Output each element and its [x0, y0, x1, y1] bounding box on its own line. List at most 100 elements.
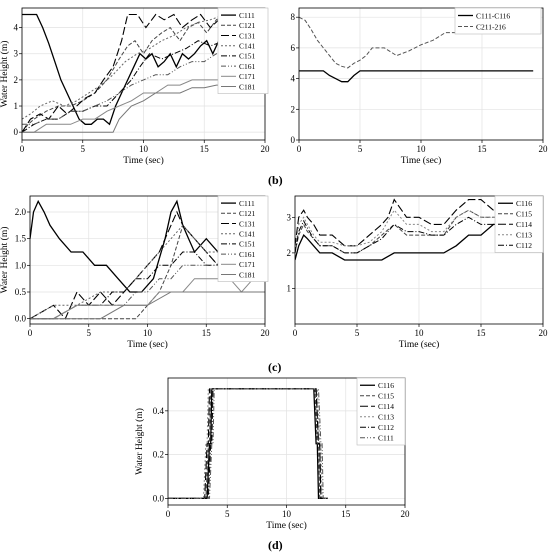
x-tick-label: 0 — [28, 328, 33, 338]
x-tick-label: 0 — [293, 328, 298, 338]
legend-entry: C113 — [516, 231, 532, 240]
legend-entry: C171 — [239, 260, 256, 269]
series-line-c116 — [168, 388, 328, 500]
x-tick-label: 15 — [341, 509, 351, 519]
legend-entry: C141 — [239, 42, 256, 51]
x-axis-label: Time (sec) — [266, 520, 307, 531]
y-tick-label: 0.5 — [15, 287, 27, 297]
x-tick-label: 20 — [539, 328, 549, 338]
chart-p2: 0 5 10 15 20 0 2 4 6 8 Time (sec) C111-C116 C211-216 — [291, 7, 549, 166]
x-tick-label: 15 — [477, 328, 487, 338]
series-line-c111 — [168, 388, 328, 499]
legend-entry: C161 — [239, 250, 256, 259]
legend-entry: C211-216 — [476, 22, 506, 31]
chart-p3: 0 5 10 15 20 0.0 0.5 1.0 1.5 2.0 Time (sec) Water H… — [0, 195, 271, 350]
x-tick-label: 10 — [143, 328, 153, 338]
series-line-c112 — [168, 388, 328, 499]
legend-entry: C131 — [239, 31, 256, 40]
legend-entry: C112 — [516, 241, 532, 250]
series-line-c111 — [30, 199, 265, 293]
y-tick-label: 0.4 — [153, 406, 165, 416]
legend-box — [217, 7, 269, 94]
legend-entry: C121 — [239, 21, 256, 30]
legend-entry: C171 — [239, 72, 256, 81]
series-line-c114 — [295, 198, 543, 247]
series-line-c115 — [168, 388, 328, 499]
caption-b: (b) — [268, 173, 283, 187]
y-tick-label: 1 — [287, 283, 292, 293]
legend-entry: C114 — [378, 402, 394, 411]
x-axis-label: Time (sec) — [401, 155, 442, 166]
legend-entry: C116 — [516, 199, 532, 208]
legend-entry: C111 — [239, 199, 255, 208]
legend-entry: C112 — [378, 423, 394, 432]
legend-entry: C181 — [239, 270, 256, 279]
x-tick-label: 15 — [478, 144, 488, 154]
legend-entry: C141 — [239, 230, 256, 239]
y-tick-label: 2 — [291, 104, 296, 114]
y-tick-label: 4 — [14, 23, 19, 33]
y-tick-label: 3 — [287, 212, 292, 222]
caption-c: (c) — [268, 360, 282, 374]
x-tick-label: 20 — [401, 509, 411, 519]
series-line-c181 — [22, 84, 225, 133]
y-tick-label: 1.0 — [15, 260, 27, 270]
legend-entry: C113 — [378, 413, 394, 422]
y-tick-label: 0.0 — [15, 314, 27, 324]
legend-entry: C151 — [239, 52, 256, 61]
legend-entry: C161 — [239, 62, 256, 71]
y-tick-label: 6 — [291, 43, 296, 53]
x-tick-label: 5 — [225, 509, 230, 519]
x-tick-label: 0 — [297, 144, 302, 154]
legend-box — [217, 195, 269, 282]
x-tick-label: 10 — [415, 328, 425, 338]
legend-entry: C115 — [378, 392, 394, 401]
y-axis-label: Water Height (m) — [135, 408, 145, 475]
series-line-c114 — [168, 388, 328, 499]
x-axis-label: Time (sec) — [127, 339, 168, 350]
chart-p5: 0 5 10 15 20 0.0 0.2 0.4 Time (sec) Water Height … — [135, 377, 411, 531]
x-tick-label: 0 — [20, 144, 25, 154]
series-line-c113 — [295, 209, 543, 253]
legend-entry: C114 — [516, 220, 532, 229]
x-axis-label: Time (sec) — [123, 155, 164, 166]
series-line-c111-c116 — [299, 70, 534, 83]
x-tick-label: 20 — [261, 144, 271, 154]
series-line-c211-216 — [299, 16, 531, 69]
legend-entry: C111 — [239, 11, 255, 20]
y-tick-label: 1 — [14, 101, 19, 111]
y-axis-label: Water Height (m) — [0, 41, 10, 108]
x-tick-label: 20 — [261, 328, 271, 338]
legend-entry: C151 — [239, 240, 256, 249]
x-tick-label: 5 — [81, 144, 86, 154]
series-line-c121 — [22, 14, 226, 133]
x-tick-label: 15 — [202, 328, 212, 338]
series-line-c181 — [30, 291, 265, 320]
legend-entry: C111-C116 — [476, 11, 510, 20]
series-line-c111 — [22, 13, 226, 126]
caption-d: (d) — [268, 538, 283, 552]
x-tick-label: 0 — [166, 509, 171, 519]
series-line-c131 — [22, 13, 226, 133]
series-line-c141 — [22, 14, 226, 120]
series-line-c171 — [22, 79, 225, 133]
x-tick-label: 10 — [417, 144, 427, 154]
y-tick-label: 2.0 — [15, 207, 27, 217]
y-axis-label: Water Height (m) — [0, 227, 10, 294]
x-tick-label: 10 — [282, 509, 292, 519]
legend-entry: C121 — [239, 209, 256, 218]
x-tick-label: 10 — [139, 144, 149, 154]
y-tick-label: 4 — [291, 74, 296, 84]
x-tick-label: 20 — [539, 144, 549, 154]
x-axis-label: Time (sec) — [399, 339, 440, 350]
y-tick-label: 0 — [291, 135, 296, 145]
y-tick-label: 2 — [287, 248, 292, 258]
series-line-c151 — [22, 40, 226, 133]
legend-entry: C111 — [378, 434, 394, 443]
x-tick-label: 5 — [355, 328, 360, 338]
chart-p1: 0 5 10 15 20 0 1 2 3 4 Time (sec) Water Height (m) C… — [0, 7, 271, 166]
y-tick-label: 0.0 — [153, 493, 165, 503]
legend-box — [356, 377, 406, 446]
legend-entry: C181 — [239, 82, 256, 91]
